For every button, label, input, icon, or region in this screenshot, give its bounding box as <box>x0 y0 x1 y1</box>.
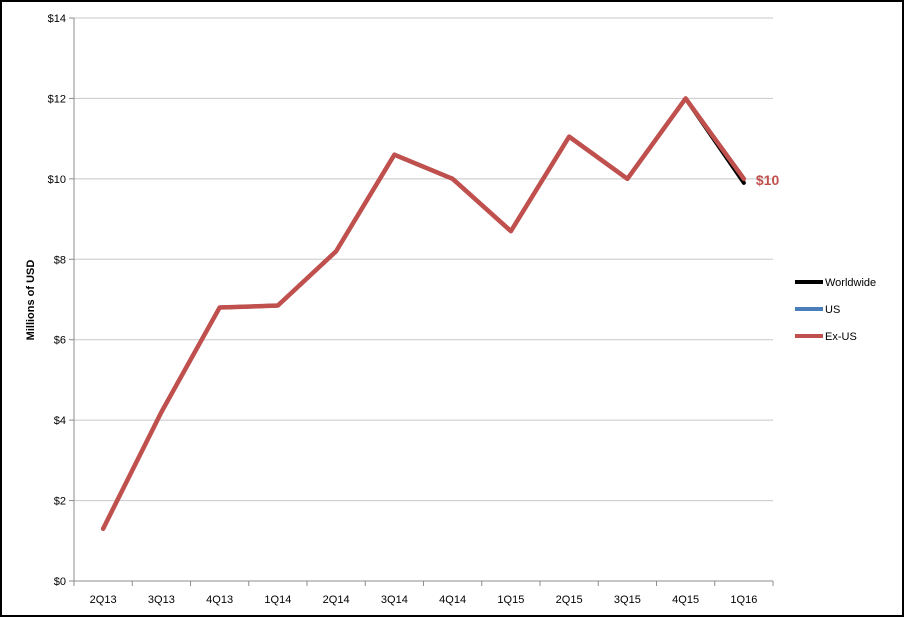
x-tick-label: 4Q15 <box>672 594 699 606</box>
end-value-label: $10 <box>756 172 780 188</box>
axes <box>69 17 774 586</box>
x-tick-label: 2Q14 <box>323 594 350 606</box>
series-line-us <box>101 96 746 531</box>
legend-label: Ex-US <box>825 331 857 343</box>
y-tick-label: $0 <box>54 576 66 588</box>
x-tick-label: 3Q13 <box>148 594 175 606</box>
y-tick-label: $12 <box>48 93 66 105</box>
y-tick-label: $10 <box>48 174 66 186</box>
y-axis-label: Millions of USD <box>25 260 37 341</box>
legend: Worldwide US Ex-US <box>795 277 876 343</box>
x-tick-label: 4Q14 <box>439 594 466 606</box>
y-tick-label: $8 <box>54 254 66 266</box>
series-lines <box>100 96 747 531</box>
y-tick-label: $4 <box>54 415 66 427</box>
y-tick-labels: $0 $2 $4 $6 $8 $10 $12 $14 <box>48 13 66 588</box>
legend-label: US <box>825 304 840 316</box>
x-tick-label: 3Q15 <box>614 594 641 606</box>
x-tick-label: 1Q16 <box>730 594 757 606</box>
legend-label: Worldwide <box>825 277 876 289</box>
x-tick-label: 4Q13 <box>206 594 233 606</box>
x-tick-label: 3Q14 <box>381 594 408 606</box>
gridlines <box>74 17 773 502</box>
x-tick-label: 2Q13 <box>90 594 117 606</box>
x-tick-label: 2Q15 <box>556 594 583 606</box>
x-tick-labels: 2Q13 3Q13 4Q13 1Q14 2Q14 3Q14 4Q14 1Q15 2Q15 3Q15… <box>90 594 758 606</box>
series-line-ex-us <box>100 96 747 531</box>
y-tick-label: $6 <box>54 335 66 347</box>
x-tick-label: 1Q14 <box>264 594 291 606</box>
x-tick-label: 1Q15 <box>497 594 524 606</box>
y-tick-label: $14 <box>48 13 66 25</box>
annotations: $10 <box>756 172 780 188</box>
series-line-worldwide <box>101 96 746 531</box>
y-tick-label: $2 <box>54 496 66 508</box>
